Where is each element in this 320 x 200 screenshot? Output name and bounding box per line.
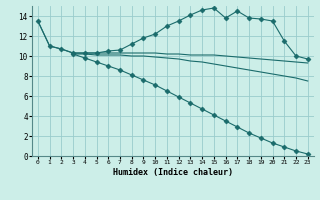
X-axis label: Humidex (Indice chaleur): Humidex (Indice chaleur) [113,168,233,177]
